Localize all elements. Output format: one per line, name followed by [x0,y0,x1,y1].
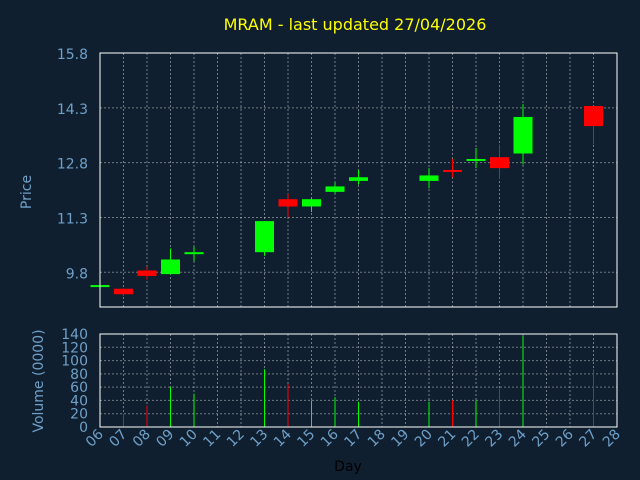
candle-body-17 [349,177,368,181]
volume-tick-label: 20 [70,407,88,423]
price-axis-label: Price [19,175,35,209]
volume-tick-label: 0 [79,420,88,436]
candle-body-20 [419,175,439,181]
price-tick-labels: 15.8 14.3 12.8 11.3 9.8 [57,47,88,282]
volume-tick-label: 80 [70,367,88,383]
volume-panel-frame [99,333,618,428]
candle-body-08 [137,270,157,276]
volume-tick-label: 40 [70,393,88,409]
candle-body-09 [161,259,180,275]
candle-body-14 [278,199,298,207]
volume-axis-label: Volume (0000) [31,329,47,432]
chart-title: MRAM - last updated 27/04/2026 [224,15,487,34]
candle-body-21 [443,169,462,172]
price-panel-frame [99,52,618,308]
price-tick-label: 9.8 [66,266,88,282]
volume-series [123,335,594,427]
x-axis-label: Day [334,459,362,475]
candle-body-10 [184,252,204,255]
x-tick-labels: 06 07 08 09 10 11 12 13 14 15 16 17 18 19 20 21 22 23 24 25… [83,426,624,450]
candle-body-07 [114,288,133,295]
candle-body-24 [513,116,533,154]
candle-body-15 [302,199,321,207]
volume-tick-label: 60 [70,380,88,396]
candle-body-13 [255,221,274,253]
price-tick-label: 14.3 [57,102,88,118]
price-tick-label: 15.8 [57,47,88,63]
candle-body-23 [490,157,509,169]
candle-body-27 [584,105,603,127]
candle-body-22 [466,158,486,161]
price-tick-label: 12.8 [57,157,88,173]
volume-tick-label: 140 [61,327,88,343]
candlestick-series [90,104,603,297]
candle-body-16 [325,186,345,192]
volume-tick-label: 100 [61,354,88,370]
volume-tick-label: 120 [61,340,88,356]
price-tick-label: 11.3 [57,211,88,227]
